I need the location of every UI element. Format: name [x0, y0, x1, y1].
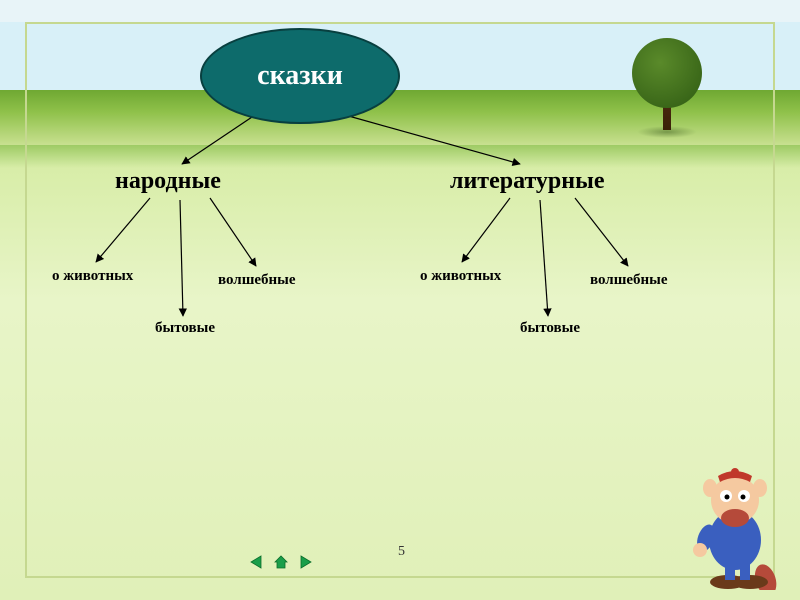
page-number: 5	[398, 544, 405, 560]
level3-left-label-2: бытовые	[155, 320, 215, 337]
level3-right-label-2: бытовые	[520, 320, 580, 337]
level2-label-literary: литературные	[450, 168, 605, 195]
level3-left-label-1: волшебные	[218, 272, 296, 289]
level3-right-label-0: о животных	[420, 268, 501, 285]
slide: сказки народные литературные о животных вол…	[0, 0, 800, 600]
nav-controls	[245, 553, 317, 571]
home-button[interactable]	[270, 553, 292, 571]
page-number-value: 5	[398, 544, 405, 559]
prev-button[interactable]	[245, 553, 267, 571]
level3-right-label-1: волшебные	[590, 272, 668, 289]
frame-border	[25, 22, 27, 578]
root-label: сказки	[257, 60, 343, 92]
root-node: сказки	[200, 28, 400, 124]
sky	[0, 0, 800, 22]
level3-left-label-0: о животных	[52, 268, 133, 285]
level2-label-folk: народные	[115, 168, 221, 195]
frame-border	[25, 576, 775, 578]
frame-border	[25, 22, 775, 24]
next-button[interactable]	[295, 553, 317, 571]
cartoon-character	[680, 460, 790, 595]
